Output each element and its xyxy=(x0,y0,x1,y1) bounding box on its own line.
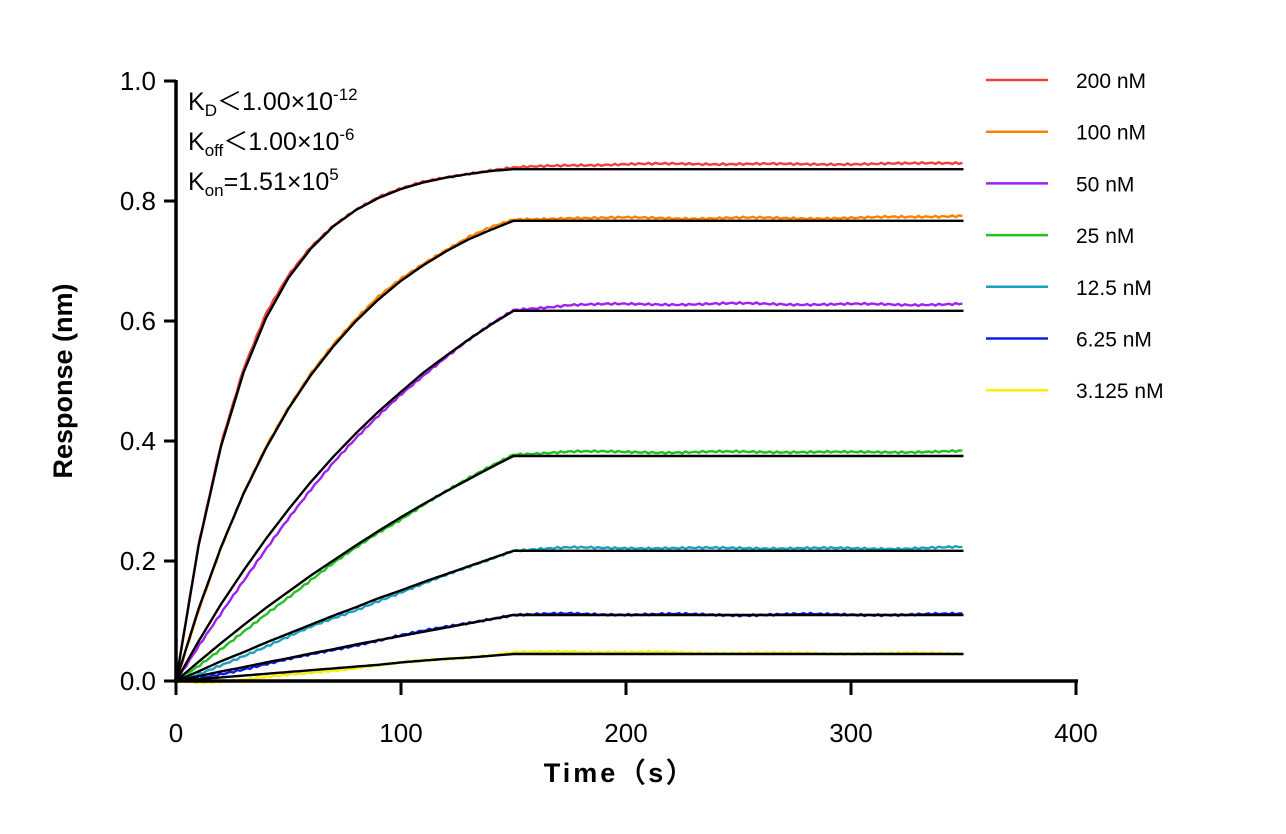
legend-label: 50 nM xyxy=(1076,173,1134,196)
annotation-sup: -12 xyxy=(333,85,358,104)
series-layer xyxy=(174,160,964,685)
fit-line-25-nM xyxy=(175,454,964,682)
y-tick-label: 0.2 xyxy=(120,546,156,576)
annotation-line: Koff＜1.00×10-6 xyxy=(188,126,354,159)
y-axis-label: Response (nm) xyxy=(48,283,78,478)
fit-line-200-nM xyxy=(174,167,964,682)
annotation-span: K xyxy=(188,128,205,156)
annotation-sub: D xyxy=(204,101,217,120)
legend-label: 100 nM xyxy=(1076,122,1146,145)
annotation-span: ＜1.00×10 xyxy=(223,128,340,156)
axes: 0.0 0.2 0.4 0.6 0.8 1.0 0 100 200 300 400 xyxy=(120,66,1098,748)
annotation-span: K xyxy=(188,88,205,116)
legend-label: 3.125 nM xyxy=(1076,380,1164,403)
legend-label: 6.25 nM xyxy=(1076,329,1152,352)
annotation-sup: -6 xyxy=(339,125,355,144)
measured-line-100-nM xyxy=(174,214,963,682)
measured-line-3-125-nM xyxy=(175,649,963,685)
fit-line-6-25-nM xyxy=(175,613,964,683)
y-tick-label: 0.0 xyxy=(120,666,156,696)
measured-line-25-nM xyxy=(175,448,963,682)
x-tick-label: 0 xyxy=(169,718,183,748)
fit-line-12-5-nM xyxy=(175,549,964,683)
y-tick-label: 0.4 xyxy=(120,426,156,456)
y-tick-label: 0.6 xyxy=(120,306,156,336)
annotation-span: K xyxy=(188,168,205,196)
legend-label: 25 nM xyxy=(1076,225,1134,248)
annotation-line: KD＜1.00×10-12 xyxy=(188,86,358,119)
annotation-span: =1.51×10 xyxy=(223,168,330,196)
legend-label: 200 nM xyxy=(1076,70,1146,93)
legend-label: 12.5 nM xyxy=(1076,277,1152,300)
x-tick-label: 100 xyxy=(379,718,422,748)
fit-line-50-nM xyxy=(174,309,964,682)
y-tick-label: 0.8 xyxy=(120,186,156,216)
annotation-sup: 5 xyxy=(329,165,339,184)
measured-line-12-5-nM xyxy=(175,544,963,683)
annotation-sub: on xyxy=(204,181,224,200)
fit-line-100-nM xyxy=(174,219,964,682)
x-tick-label: 400 xyxy=(1054,718,1097,748)
annotation-span: ＜1.00×10 xyxy=(216,88,334,116)
measured-line-200-nM xyxy=(174,160,963,682)
annotation-sub: off xyxy=(204,141,224,160)
measured-line-50-nM xyxy=(175,300,963,682)
x-tick-label: 200 xyxy=(604,718,647,748)
fit-line-3-125-nM xyxy=(175,652,964,683)
annotation-line: Kon=1.51×105 xyxy=(188,166,339,199)
y-tick-label: 1.0 xyxy=(120,66,156,96)
legend: 200 nM 100 nM 50 nM 25 nM 12.5 nM 6.25 nM 3.12… xyxy=(986,70,1164,403)
x-axis-label: Time（s） xyxy=(544,758,697,788)
x-tick-label: 300 xyxy=(829,718,872,748)
